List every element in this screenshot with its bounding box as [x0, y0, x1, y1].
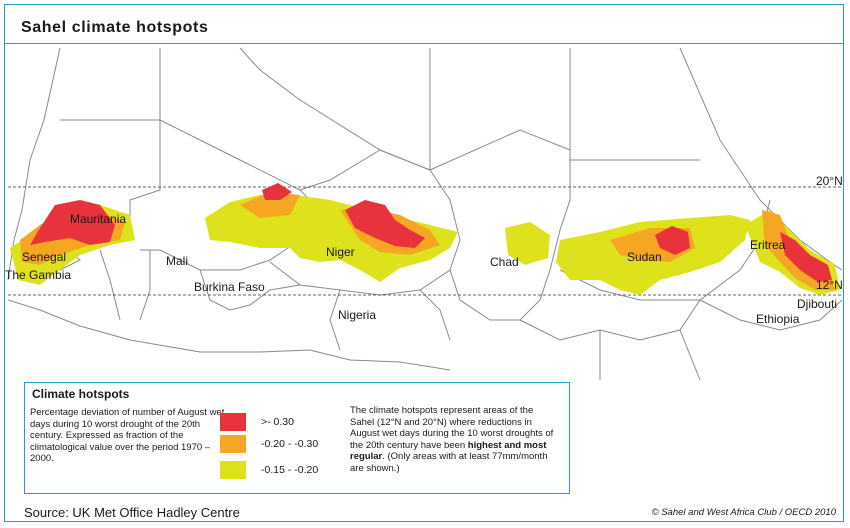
- legend-label-yellow: -0.15 - -0.20: [261, 464, 319, 476]
- legend-description: Percentage deviation of number of August…: [30, 407, 225, 464]
- hotspot-red: [30, 183, 832, 282]
- legend-note: The climate hotspots represent areas of …: [350, 405, 560, 474]
- legend-title: Climate hotspots: [32, 387, 130, 401]
- country-label-eritrea: Eritrea: [750, 238, 786, 252]
- country-label-nigeria: Nigeria: [338, 308, 377, 322]
- country-label-sudan: Sudan: [627, 250, 662, 264]
- country-label-gambia: The Gambia: [5, 268, 72, 282]
- legend-label-orange: -0.20 - -0.30: [261, 438, 319, 450]
- country-label-chad: Chad: [490, 255, 519, 269]
- country-label-senegal: Senegal: [22, 250, 67, 264]
- legend-swatch-yellow: [220, 461, 246, 479]
- country-label-ethiopia: Ethiopia: [756, 312, 800, 326]
- legend-box: Climate hotspots Percentage deviation of…: [24, 382, 570, 494]
- copyright-notice: © Sahel and West Africa Club / OECD 2010: [651, 507, 836, 518]
- legend-label-red: >- 0.30: [261, 416, 294, 428]
- title-bar: Sahel climate hotspots: [4, 4, 844, 44]
- legend-swatch-orange: [220, 435, 246, 453]
- legend-note-bold: highest and most regular: [350, 439, 547, 463]
- legend-swatch-red: [220, 413, 246, 431]
- country-label-niger: Niger: [326, 245, 355, 259]
- country-label-mali: Mali: [166, 254, 189, 268]
- page-title: Sahel climate hotspots: [21, 19, 209, 36]
- country-label-djibouti: Djibouti: [797, 297, 838, 311]
- latitude-label-20n: 20°N: [816, 174, 843, 188]
- country-borders: [7, 47, 843, 381]
- legend-note-part1: The climate hotspots represent areas of …: [350, 405, 554, 451]
- country-label-mauritania: Mauritania: [70, 212, 127, 226]
- latitude-label-12n: 12°N: [816, 278, 843, 292]
- country-label-burkina-faso: Burkina Faso: [194, 280, 265, 294]
- source-credit: Source: UK Met Office Hadley Centre: [24, 505, 240, 520]
- legend-note-part2: . (Only areas with at least 77mm/month a…: [350, 451, 548, 474]
